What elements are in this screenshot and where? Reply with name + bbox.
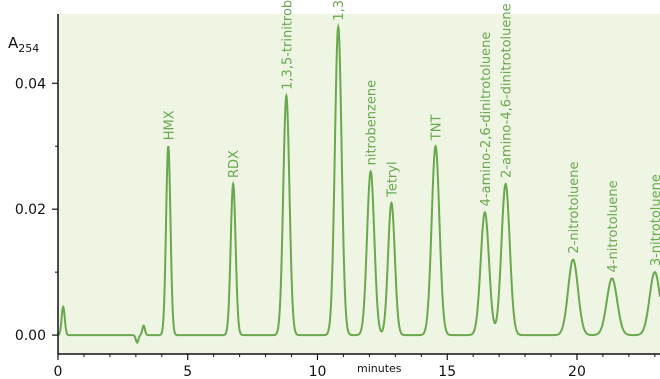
y-tick-label: 0.02 xyxy=(15,202,46,218)
peak-label-6: TNT xyxy=(430,115,445,142)
peak-label-5: Tetryl xyxy=(385,161,400,197)
axes-layer xyxy=(57,14,660,355)
peak-label-7: 4-amino-2,6-dinitrotoluene xyxy=(479,32,494,207)
x-tick-label: 5 xyxy=(183,364,192,379)
y-tick-label: 0.04 xyxy=(15,76,46,92)
trace-layer xyxy=(57,22,660,344)
peak-label-1: RDX xyxy=(227,150,242,178)
peak-label-10: 4-nitrotoluene xyxy=(606,180,621,272)
peak-label-11: 3-nitrotoluene xyxy=(649,174,660,266)
peak-label-3: 1,3-dinitrobenzene xyxy=(332,0,347,21)
x-tick-label: 10 xyxy=(309,364,327,379)
peak-labels-layer: HMX RDX 1,3,5-trinitrobenzene 1,3-dinitrobe… xyxy=(162,0,660,272)
ticks-layer: 0 5 10 15 20 0.00 0.02 0.04 xyxy=(15,76,656,379)
peak-label-0: HMX xyxy=(162,110,177,140)
chromatogram-trace xyxy=(57,22,660,344)
peak-label-2: 1,3,5-trinitrobenzene xyxy=(280,0,295,90)
peak-label-4: nitrobenzene xyxy=(365,80,380,166)
x-tick-label: 20 xyxy=(568,364,586,379)
peak-label-9: 2-nitrotoluene xyxy=(567,161,582,253)
x-tick-label: 0 xyxy=(54,364,63,379)
y-axis-label-subscript: 254 xyxy=(18,42,39,55)
y-axis-label: A254 xyxy=(8,34,39,55)
x-axis-label: minutes xyxy=(357,362,402,375)
peak-label-8: 2-amino-4,6-dinitrotoluene xyxy=(500,3,515,178)
y-tick-label: 0.00 xyxy=(15,328,46,344)
x-tick-label: 15 xyxy=(438,364,456,379)
plot-background xyxy=(58,14,660,354)
